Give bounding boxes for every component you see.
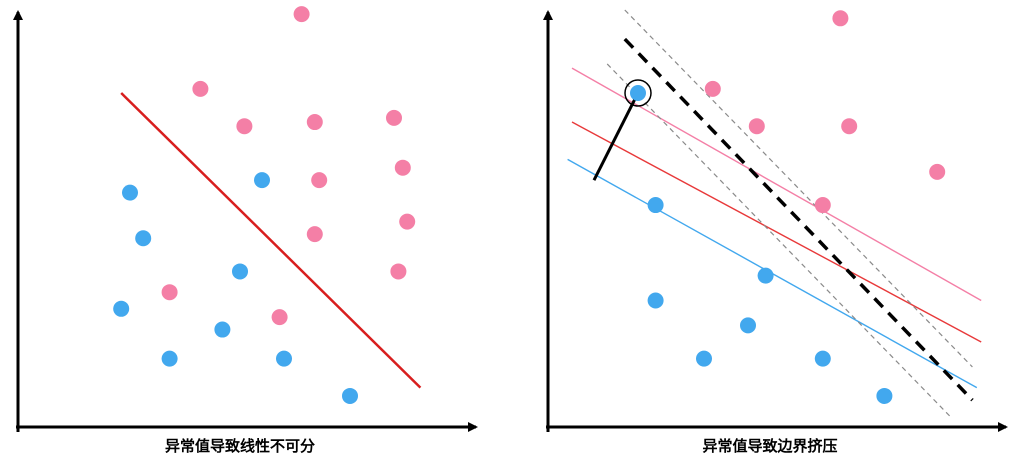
right-line-margin-positive [571, 67, 982, 302]
right-line-dashed-boundary [623, 37, 974, 402]
right-point-negative-6 [814, 350, 831, 367]
right-outlier-ring [624, 79, 652, 107]
right-point-positive-0 [832, 10, 849, 27]
right-plot-caption: 异常值导致边界挤压 [702, 437, 838, 455]
left-points [113, 6, 416, 404]
right-point-negative-4 [740, 317, 756, 334]
left-point-negative-7 [276, 350, 292, 367]
left-point-positive-4 [386, 109, 402, 126]
left-point-negative-3 [232, 263, 248, 280]
left-plot [13, 6, 478, 432]
left-point-negative-8 [342, 387, 358, 404]
right-point-positive-5 [814, 197, 831, 214]
right-line-dashed-margin-lower [606, 63, 951, 418]
left-point-positive-9 [390, 263, 407, 280]
left-point-negative-4 [113, 300, 130, 317]
left-point-negative-5 [214, 321, 231, 338]
left-point-positive-0 [293, 6, 310, 23]
right-line-separator [571, 121, 982, 343]
right-point-positive-1 [704, 80, 721, 97]
right-point-negative-5 [696, 350, 712, 367]
left-plot-caption: 异常值导致线性不可分 [164, 437, 315, 455]
right-outlier [624, 79, 652, 107]
left-point-positive-7 [399, 213, 416, 230]
left-point-positive-1 [192, 80, 209, 97]
right-point-negative-0 [630, 85, 646, 101]
left-point-positive-11 [271, 309, 288, 326]
right-point-negative-7 [876, 387, 893, 404]
left-line-separator [120, 92, 422, 389]
right-point-positive-3 [841, 118, 858, 135]
left-point-negative-1 [254, 172, 270, 189]
left-point-negative-2 [135, 230, 152, 247]
right-lines [567, 9, 982, 418]
left-point-negative-6 [161, 350, 178, 367]
left-point-positive-5 [394, 159, 411, 176]
right-points [630, 10, 946, 404]
right-point-positive-4 [929, 163, 946, 180]
right-point-negative-2 [757, 267, 774, 284]
left-lines [120, 92, 422, 389]
right-line-dashed-margin-upper [624, 9, 973, 368]
left-point-positive-8 [306, 226, 323, 243]
right-line-outlier-link [592, 92, 640, 181]
right-point-negative-1 [647, 197, 664, 214]
left-point-positive-6 [311, 172, 328, 189]
right-point-negative-3 [647, 292, 664, 309]
left-point-positive-10 [161, 284, 178, 301]
left-point-negative-0 [122, 184, 138, 201]
left-point-positive-2 [236, 118, 253, 135]
left-point-positive-3 [306, 114, 323, 131]
right-point-positive-2 [748, 118, 765, 135]
right-plot [543, 9, 1008, 432]
